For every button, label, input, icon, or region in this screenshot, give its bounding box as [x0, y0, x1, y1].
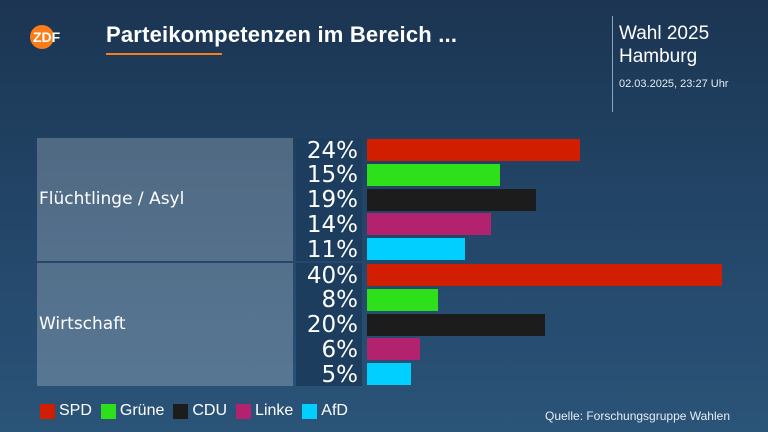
percent-column — [296, 138, 362, 261]
bar-linke — [367, 213, 492, 236]
bar-spd — [367, 139, 580, 161]
bar-grüne — [367, 163, 501, 186]
legend-item: Grüne — [100, 402, 165, 420]
legend-swatch — [236, 403, 252, 419]
value-label: 24% — [306, 137, 358, 164]
legend-item: Linke — [236, 402, 293, 420]
legend-label: CDU — [192, 402, 228, 419]
value-label: 14% — [306, 211, 358, 238]
legend-label: SPD — [59, 402, 92, 419]
election-name: Wahl 2025 — [619, 23, 710, 44]
value-label: 11% — [306, 236, 358, 263]
bar-cdu — [367, 188, 536, 211]
source-note: Quelle: Forschungsgruppe Wahlen — [545, 409, 730, 423]
legend-swatch — [173, 403, 189, 419]
value-label: 5% — [321, 361, 359, 388]
election-info: Wahl 2025 Hamburg — [619, 22, 709, 68]
zdf-logo-text: ZDF — [33, 29, 61, 45]
legend-swatch — [40, 403, 55, 419]
value-label: 19% — [306, 187, 358, 214]
category-box — [37, 138, 293, 261]
value-label: 8% — [321, 287, 359, 314]
category-label: Flüchtlinge / Asyl — [39, 188, 185, 209]
legend-label: Linke — [255, 402, 294, 419]
legend-label: AfD — [321, 402, 348, 419]
timestamp: 02.03.2025, 23:27 Uhr — [619, 78, 729, 90]
bar-afd — [367, 363, 412, 386]
bar-cdu — [367, 313, 545, 336]
category-box — [37, 263, 293, 386]
election-region: Hamburg — [619, 46, 698, 67]
bar-afd — [367, 238, 465, 261]
legend-swatch — [302, 403, 318, 419]
zdf-logo: ZDF — [29, 24, 77, 50]
legend-swatch — [100, 403, 116, 419]
header-divider — [612, 16, 613, 112]
value-label: 15% — [306, 162, 358, 189]
percent-column — [296, 263, 362, 386]
legend-label: Grüne — [119, 402, 165, 419]
value-label: 20% — [306, 312, 358, 339]
chart-legend: SPD Grüne CDU Linke AfD — [40, 402, 357, 420]
legend-item: SPD — [40, 402, 92, 420]
bar-linke — [367, 338, 421, 361]
category-label: Wirtschaft — [39, 313, 126, 334]
value-label: 6% — [321, 336, 359, 363]
legend-item: CDU — [173, 402, 227, 420]
page-title: Parteikompetenzen im Bereich ... — [106, 22, 458, 47]
zdf-logo-mark: ZDF — [30, 25, 61, 49]
bar-spd — [367, 264, 722, 286]
title-underline — [106, 53, 222, 55]
value-label: 40% — [306, 262, 358, 289]
legend-item: AfD — [302, 402, 348, 420]
bar-grüne — [367, 288, 438, 311]
